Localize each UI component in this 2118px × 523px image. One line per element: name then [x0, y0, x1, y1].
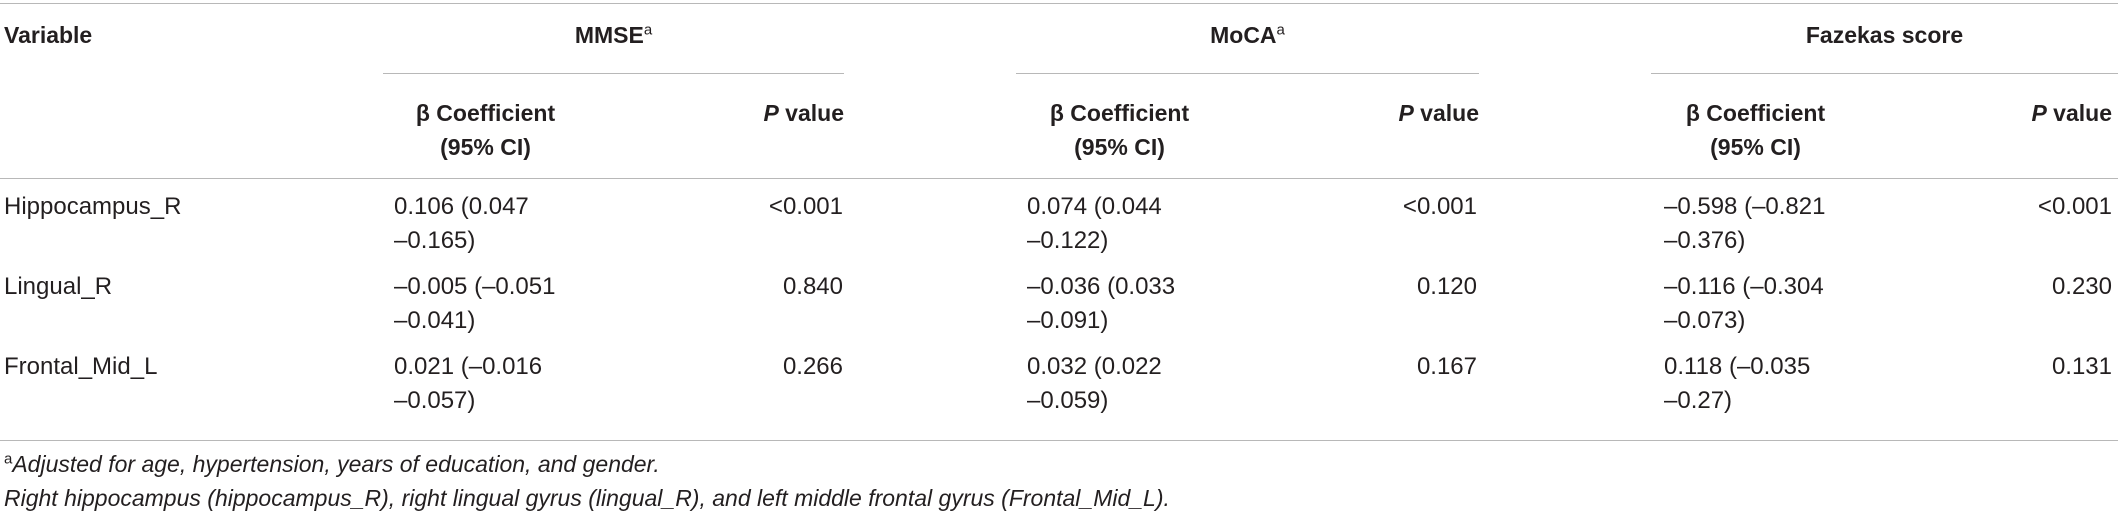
beta-value: –0.598 (–0.821	[1664, 193, 1826, 220]
table-row: Lingual_R –0.005 (–0.051 –0.041) 0.840 –…	[0, 270, 2118, 350]
beta-value-cont: –0.376)	[1664, 227, 1746, 254]
p-italic: P	[2031, 100, 2047, 126]
group-sup: a	[643, 21, 653, 39]
mmse-group-rule	[383, 73, 844, 74]
beta-line2: (95% CI)	[1074, 134, 1165, 160]
beta-value-cont: –0.057)	[394, 387, 476, 414]
p-cell-mmse: 0.840	[782, 273, 843, 300]
table-row: Frontal_Mid_L 0.021 (–0.016 –0.057) 0.26…	[0, 350, 2118, 430]
beta-value-cont: –0.041)	[394, 307, 476, 334]
beta-value: 0.074 (0.044	[1027, 193, 1162, 220]
header-p-fazekas: P value	[1915, 96, 2112, 130]
beta-cell-mmse: –0.005 (–0.051 –0.041)	[394, 270, 555, 338]
footnote-adjusted-text: Adjusted for age, hypertension, years of…	[12, 451, 660, 477]
row-variable: Frontal_Mid_L	[4, 353, 158, 380]
row-variable: Lingual_R	[4, 273, 113, 300]
beta-cell-moca: 0.032 (0.022 –0.059)	[1027, 350, 1162, 418]
header-p-mmse: P value	[644, 96, 844, 130]
header-variable: Variable	[4, 22, 93, 48]
table-bottom-rule	[0, 440, 2118, 441]
header-beta-mmse: β Coefficient (95% CI)	[383, 96, 588, 164]
header-beta-moca: β Coefficient (95% CI)	[1016, 96, 1223, 164]
p-cell-moca: 0.120	[1416, 273, 1477, 300]
table-top-rule	[0, 3, 2118, 4]
footnote-marker: a	[4, 450, 13, 468]
p-cell-moca: 0.167	[1416, 353, 1477, 380]
p-cell-mmse: 0.266	[782, 353, 843, 380]
fazekas-group-rule	[1651, 73, 2118, 74]
p-cell-mmse: <0.001	[768, 193, 843, 220]
beta-value-cont: –0.122)	[1027, 227, 1109, 254]
beta-cell-moca: 0.074 (0.044 –0.122)	[1027, 190, 1162, 258]
beta-value: –0.005 (–0.051	[394, 273, 556, 300]
header-bottom-rule	[0, 178, 2118, 179]
beta-cell-fazekas: –0.116 (–0.304 –0.073)	[1664, 270, 1824, 338]
beta-cell-fazekas: –0.598 (–0.821 –0.376)	[1664, 190, 1825, 258]
p-cell-fazekas: 0.230	[2051, 273, 2112, 300]
p-italic: P	[763, 100, 779, 126]
beta-value-cont: –0.27)	[1664, 387, 1733, 414]
moca-group-rule	[1016, 73, 1479, 74]
header-group-fazekas: Fazekas score	[1651, 18, 2118, 52]
beta-value-cont: –0.073)	[1664, 307, 1746, 334]
beta-line1: β Coefficient	[415, 100, 556, 126]
beta-value-cont: –0.059)	[1027, 387, 1109, 414]
group-name: MoCA	[1210, 22, 1277, 48]
p-italic: P	[1398, 100, 1414, 126]
p-cell-moca: <0.001	[1402, 193, 1477, 220]
beta-value: –0.116 (–0.304	[1664, 273, 1824, 300]
p-cell-fazekas: <0.001	[2037, 193, 2112, 220]
group-name: MMSE	[574, 22, 644, 48]
beta-value-cont: –0.165)	[394, 227, 476, 254]
beta-cell-moca: –0.036 (0.033 –0.091)	[1027, 270, 1175, 338]
group-name: Fazekas score	[1805, 22, 1964, 48]
beta-value: 0.032 (0.022	[1027, 353, 1162, 380]
p-rest: value	[1413, 100, 1479, 126]
header-beta-fazekas: β Coefficient (95% CI)	[1651, 96, 1860, 164]
footnote-abbreviations: Right hippocampus (hippocampus_R), right…	[4, 485, 1170, 511]
p-rest: value	[2046, 100, 2112, 126]
table-row: Hippocampus_R 0.106 (0.047 –0.165) <0.00…	[0, 190, 2118, 270]
row-variable: Hippocampus_R	[4, 193, 182, 220]
p-rest: value	[778, 100, 844, 126]
header-group-mmse: MMSEa	[383, 18, 844, 52]
group-sup: a	[1276, 21, 1285, 39]
header-p-moca: P value	[1279, 96, 1479, 130]
beta-value: 0.118 (–0.035	[1664, 353, 1811, 380]
beta-cell-mmse: 0.106 (0.047 –0.165)	[394, 190, 529, 258]
beta-value: 0.106 (0.047	[394, 193, 529, 220]
beta-value-cont: –0.091)	[1027, 307, 1109, 334]
beta-value: 0.021 (–0.016	[394, 353, 543, 380]
beta-line1: β Coefficient	[1685, 100, 1826, 126]
footnote-adjusted: aAdjusted for age, hypertension, years o…	[4, 449, 660, 479]
beta-cell-mmse: 0.021 (–0.016 –0.057)	[394, 350, 542, 418]
beta-line1: β Coefficient	[1049, 100, 1190, 126]
beta-line2: (95% CI)	[1710, 134, 1801, 160]
beta-value: –0.036 (0.033	[1027, 273, 1176, 300]
header-group-moca: MoCAa	[1016, 18, 1479, 52]
p-cell-fazekas: 0.131	[2051, 353, 2112, 380]
beta-line2: (95% CI)	[440, 134, 531, 160]
beta-cell-fazekas: 0.118 (–0.035 –0.27)	[1664, 350, 1810, 418]
